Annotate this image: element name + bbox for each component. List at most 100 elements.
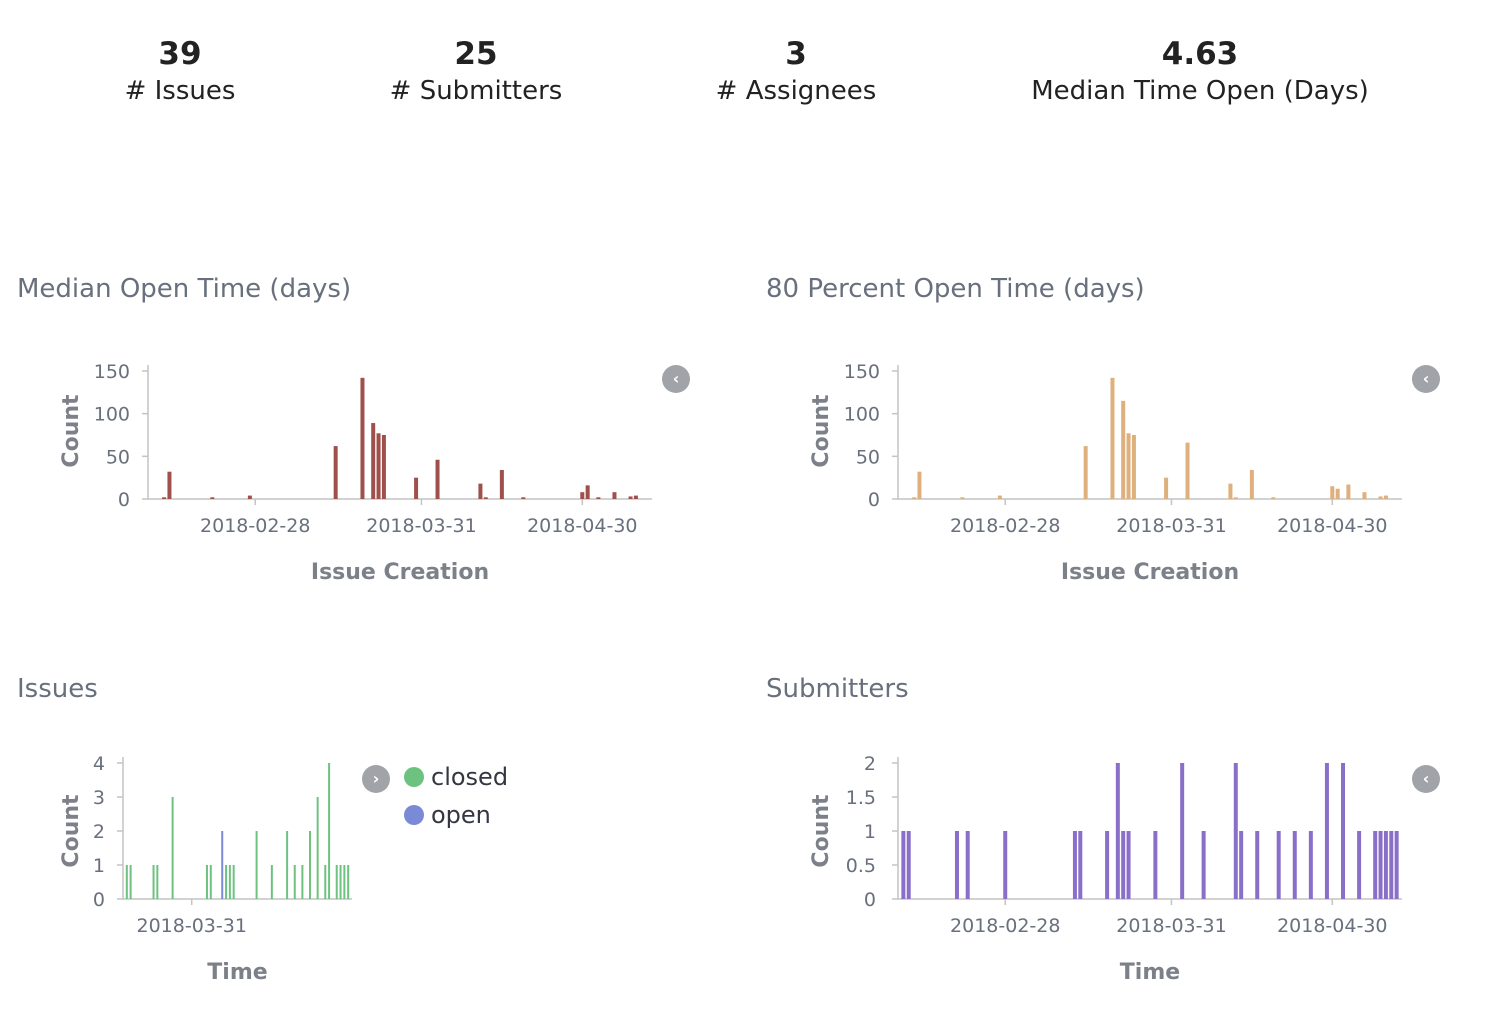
bar xyxy=(1239,831,1244,899)
bar xyxy=(1335,488,1340,499)
metric-label: # Submitters xyxy=(389,76,563,106)
panel-title-median: Median Open Time (days) xyxy=(17,274,352,304)
bar xyxy=(1383,495,1388,499)
bar xyxy=(270,865,273,899)
x-tick-label: 2018-02-28 xyxy=(950,915,1060,937)
bar xyxy=(1324,763,1329,899)
x-tick-label: 2018-03-31 xyxy=(1116,515,1226,537)
bar xyxy=(612,492,617,499)
y-tick-label: 1.5 xyxy=(846,787,876,809)
bar xyxy=(210,497,215,499)
y-tick-label: 150 xyxy=(844,361,880,383)
y-tick-label: 0 xyxy=(93,889,105,911)
bar xyxy=(1233,497,1238,499)
bar xyxy=(328,763,331,899)
legend-dot-open xyxy=(404,805,424,825)
bar xyxy=(324,865,327,899)
x-tick-label: 2018-03-31 xyxy=(1116,915,1226,937)
panel-title-p80: 80 Percent Open Time (days) xyxy=(766,274,1145,304)
bar xyxy=(360,377,365,499)
bar xyxy=(129,865,132,899)
bar xyxy=(255,831,258,899)
bar xyxy=(1105,831,1110,899)
bar xyxy=(965,831,970,899)
bar xyxy=(478,483,483,499)
bar xyxy=(1003,831,1008,899)
metric-value: 4.63 xyxy=(1161,36,1239,72)
bar xyxy=(1330,486,1335,499)
panel-title-submitters: Submitters xyxy=(766,674,909,704)
y-axis-title: Count xyxy=(809,394,834,468)
y-tick-label: 50 xyxy=(106,446,130,468)
y-tick-label: 0.5 xyxy=(846,855,876,877)
x-tick-label: 2018-02-28 xyxy=(950,515,1060,537)
x-tick-label: 2018-04-30 xyxy=(527,515,637,537)
y-tick-label: 100 xyxy=(844,404,880,426)
bar xyxy=(1292,831,1297,899)
x-tick-label: 2018-02-28 xyxy=(200,515,310,537)
legend-dot-closed xyxy=(404,767,424,787)
bar xyxy=(1201,831,1206,899)
bar xyxy=(1276,831,1281,899)
legend-item-closed[interactable]: closed xyxy=(404,758,508,796)
bar xyxy=(209,865,212,899)
bar xyxy=(435,459,440,499)
y-tick-label: 100 xyxy=(94,404,130,426)
y-tick-label: 0 xyxy=(118,489,130,511)
x-tick-label: 2018-03-31 xyxy=(366,515,476,537)
bar xyxy=(1255,831,1260,899)
x-tick-label: 2018-04-30 xyxy=(1277,915,1387,937)
bar xyxy=(247,495,252,499)
chevron-right-icon[interactable]: › xyxy=(362,765,390,793)
legend-item-open[interactable]: open xyxy=(404,796,508,834)
issues-legend: closed open xyxy=(404,758,508,834)
bar xyxy=(1394,831,1399,899)
y-tick-label: 50 xyxy=(856,446,880,468)
bar xyxy=(228,865,231,899)
bar xyxy=(483,497,488,499)
bar xyxy=(343,865,346,899)
bar xyxy=(225,865,228,899)
bar xyxy=(1164,477,1169,499)
chevron-left-icon[interactable]: ‹ xyxy=(1412,365,1440,393)
bar xyxy=(335,865,338,899)
bar xyxy=(628,496,633,499)
metric-submitters: 25 # Submitters xyxy=(366,34,586,108)
bar xyxy=(171,797,174,899)
bar xyxy=(205,865,208,899)
y-tick-label: 2 xyxy=(93,821,105,843)
bar xyxy=(1378,831,1383,899)
bar xyxy=(1115,763,1120,899)
y-tick-label: 0 xyxy=(868,489,880,511)
bar xyxy=(1357,831,1362,899)
bar xyxy=(1249,469,1254,499)
legend-label: closed xyxy=(431,763,509,791)
bar xyxy=(912,497,917,499)
bar xyxy=(371,423,376,499)
bar xyxy=(1072,831,1077,899)
bar xyxy=(954,831,959,899)
y-tick-label: 150 xyxy=(94,361,130,383)
x-axis-title: Issue Creation xyxy=(311,560,489,585)
chevron-left-icon[interactable]: ‹ xyxy=(662,365,690,393)
bar xyxy=(167,471,172,499)
bar xyxy=(1341,763,1346,899)
bar xyxy=(1180,763,1185,899)
y-axis-title: Count xyxy=(59,794,84,868)
bar xyxy=(162,497,167,499)
bar xyxy=(906,831,911,899)
bar xyxy=(1083,446,1088,499)
legend-label: open xyxy=(431,801,491,829)
bar xyxy=(1378,496,1383,499)
bar xyxy=(1308,831,1313,899)
bar xyxy=(1233,763,1238,899)
bar xyxy=(1126,433,1131,499)
metric-label: # Assignees xyxy=(715,76,877,106)
bar xyxy=(1153,831,1158,899)
bar xyxy=(521,497,526,499)
bar xyxy=(1362,492,1367,499)
chevron-left-icon[interactable]: ‹ xyxy=(1412,765,1440,793)
y-axis-title: Count xyxy=(59,394,84,468)
y-tick-label: 1 xyxy=(93,855,105,877)
